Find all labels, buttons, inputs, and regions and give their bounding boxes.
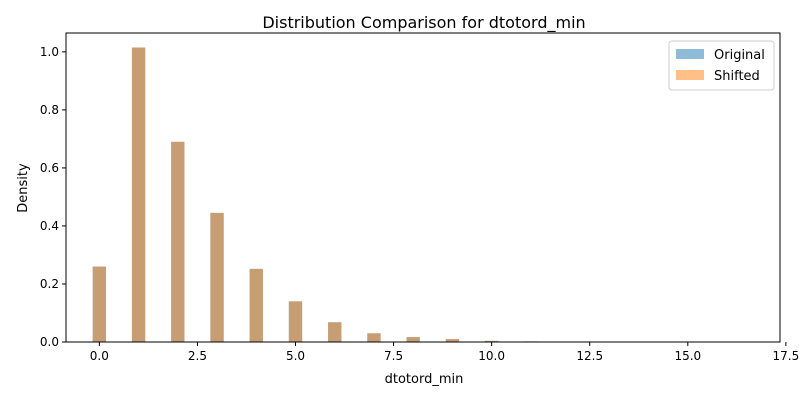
y-tick-label: 1.0 [40, 45, 59, 59]
y-tick-label: 0.8 [40, 103, 59, 117]
bar-shifted-8 [406, 337, 420, 342]
x-tick-label: 7.5 [384, 349, 403, 363]
legend: Original Shifted [668, 40, 775, 91]
y-tick-label: 0.2 [40, 277, 59, 291]
legend-swatch-original [676, 49, 704, 59]
bar-shifted-5 [288, 301, 303, 342]
x-tick-label: 10.0 [478, 349, 505, 363]
bar-shifted-3 [210, 212, 224, 342]
bar-shifted-9 [445, 339, 460, 342]
bar-shifted-2 [171, 141, 185, 342]
legend-label-shifted: Shifted [714, 69, 760, 84]
bar-shifted-6 [328, 322, 342, 342]
bar-shifted-7 [367, 333, 381, 342]
y-axis-label: Density [16, 163, 31, 213]
x-tick-label: 0.0 [90, 349, 109, 363]
plot-frame [65, 32, 781, 343]
legend-label-original: Original [714, 48, 765, 63]
x-tick-label: 12.5 [576, 349, 603, 363]
y-tick-label: 0.4 [40, 219, 59, 233]
chart-title: Distribution Comparison for dtotord_min [262, 13, 585, 33]
x-tick-label: 5.0 [286, 349, 305, 363]
bar-shifted-4 [249, 268, 263, 342]
y-tick-label: 0.0 [40, 335, 59, 349]
x-axis-ticks: 0.0 2.5 5.0 7.5 10.0 12.5 15.0 17.5 [90, 342, 799, 363]
bar-shifted-0 [92, 266, 107, 342]
x-tick-label: 17.5 [773, 349, 800, 363]
bar-shifted-1 [131, 47, 146, 342]
bar-shifted-10 [484, 340, 499, 342]
x-axis-label: dtotord_min [385, 372, 464, 387]
y-tick-label: 0.6 [40, 161, 59, 175]
legend-swatch-shifted [676, 70, 704, 80]
bars-group [92, 47, 538, 342]
y-axis-ticks: 0.0 0.2 0.4 0.6 0.8 1.0 [40, 45, 66, 349]
x-tick-label: 2.5 [188, 349, 207, 363]
x-tick-label: 15.0 [674, 349, 701, 363]
